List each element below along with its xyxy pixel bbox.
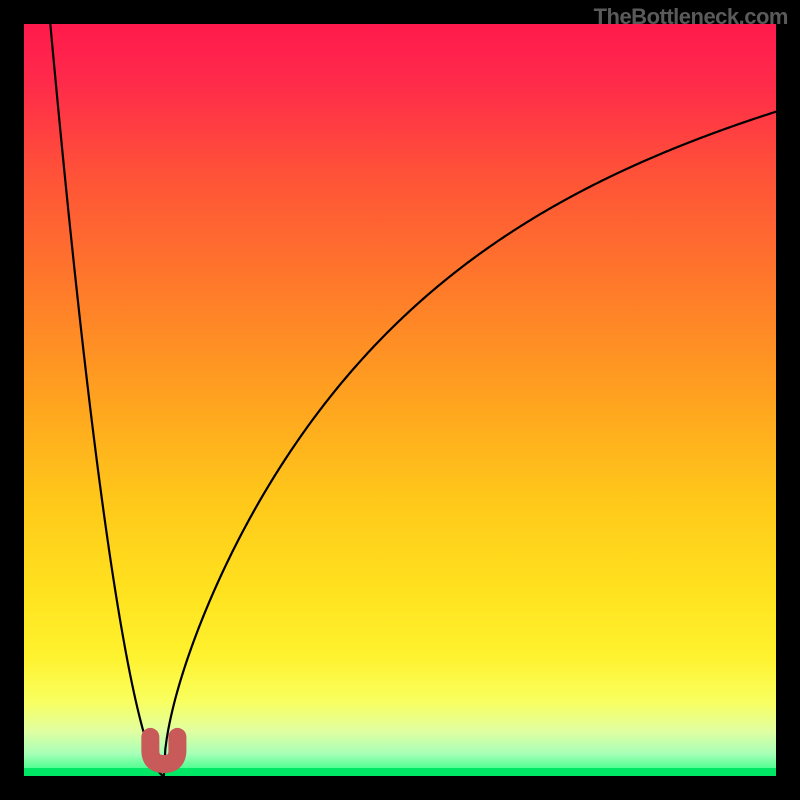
chart-frame: TheBottleneck.com <box>0 0 800 800</box>
watermark-text: TheBottleneck.com <box>594 4 788 30</box>
plot-area <box>24 24 776 776</box>
bottleneck-curve <box>24 24 776 776</box>
